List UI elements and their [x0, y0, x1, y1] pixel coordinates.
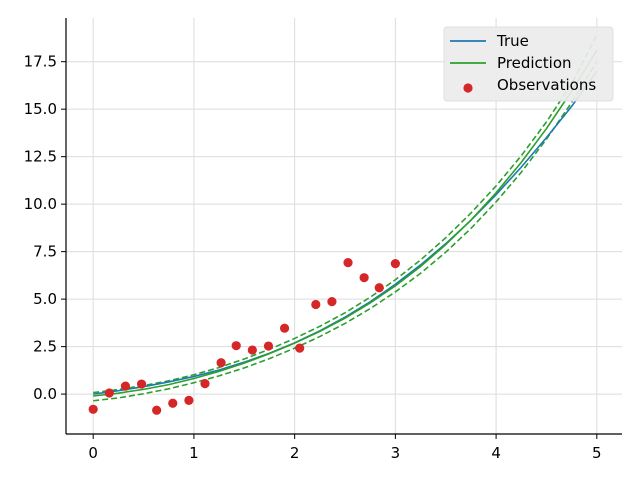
observation-point-5	[168, 398, 178, 408]
y-tick-label-6: 15.0	[24, 100, 57, 118]
observation-point-4	[152, 405, 162, 415]
legend-true-label: True	[496, 32, 529, 50]
prediction-lower-bound-line	[93, 61, 598, 402]
observation-point-7	[200, 379, 210, 389]
observation-point-6	[184, 395, 194, 405]
y-tick-label-7: 17.5	[24, 53, 57, 71]
observation-point-12	[279, 323, 290, 333]
observation-point-14	[311, 299, 321, 310]
observation-point-8	[216, 358, 226, 368]
x-tick-label-0: 0	[88, 444, 98, 462]
observation-point-3	[136, 379, 147, 389]
y-tick-label-1: 2.5	[33, 338, 57, 356]
prediction-band-layer	[93, 34, 598, 402]
prediction-upper-bound-line	[93, 34, 598, 394]
observation-point-2	[120, 381, 131, 391]
x-tick-label-5: 5	[592, 444, 602, 462]
observation-point-13	[295, 343, 305, 353]
observation-point-17	[359, 273, 369, 283]
observation-point-19	[390, 259, 400, 269]
y-tick-label-2: 5.0	[33, 290, 57, 308]
x-tick-label-1: 1	[189, 444, 199, 462]
prediction-series-line	[93, 49, 598, 397]
observation-point-9	[231, 341, 241, 351]
x-tick-label-2: 2	[290, 444, 300, 462]
axis-layer: 0 1 2 3 4 5 0.0 2.5 5.0 7.5 10.0 12.5 15.0 17.5	[24, 18, 622, 462]
legend-observations-marker	[463, 83, 473, 93]
observation-point-11	[263, 341, 274, 351]
observation-point-15	[327, 297, 337, 307]
legend-observations-label: Observations	[497, 76, 596, 94]
true-series-line	[93, 70, 598, 395]
legend: True Prediction Observations	[443, 26, 614, 102]
x-tick-label-3: 3	[391, 444, 401, 462]
observation-point-16	[343, 258, 353, 268]
y-tick-label-4: 10.0	[24, 195, 57, 213]
y-tick-label-5: 12.5	[24, 148, 57, 166]
observation-point-0	[88, 404, 98, 414]
legend-box	[443, 26, 614, 102]
y-tick-label-0: 0.0	[33, 385, 57, 403]
observation-point-18	[374, 283, 384, 293]
legend-prediction-label: Prediction	[497, 54, 572, 72]
observation-point-layer	[88, 258, 400, 415]
y-tick-label-3: 7.5	[33, 243, 57, 261]
observation-point-1	[104, 388, 114, 398]
series-line-layer	[93, 49, 598, 397]
observation-point-10	[247, 345, 257, 355]
x-tick-label-4: 4	[491, 444, 501, 462]
